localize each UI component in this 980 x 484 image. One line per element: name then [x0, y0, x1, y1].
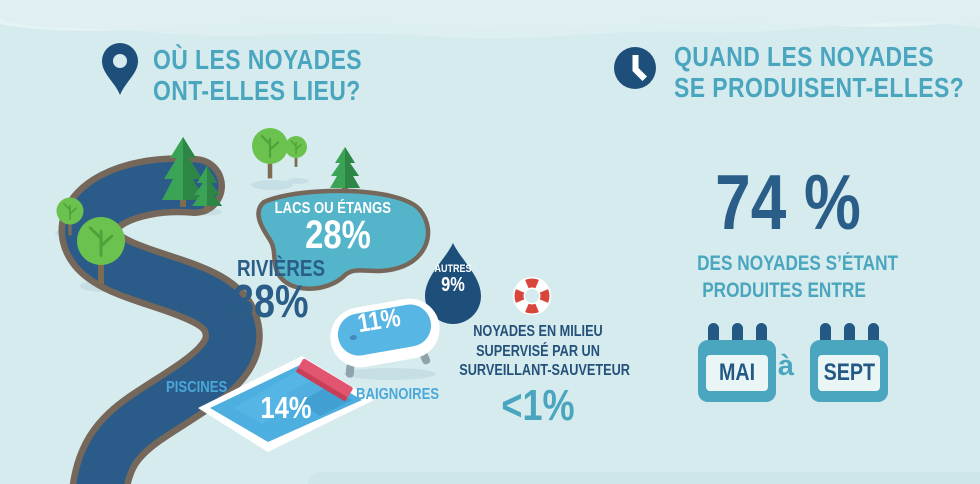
month-start-label: MAI: [718, 359, 756, 386]
stat-74-percent: 74 %: [715, 158, 861, 246]
pine-tree-icon: [192, 166, 222, 212]
lakes-label: LACS OU ÉTANGS: [274, 200, 391, 217]
lake-illustration: [256, 188, 431, 291]
title-line: SE PRODUISENT-ELLES?: [674, 72, 965, 103]
calendar-icon-may: [698, 323, 776, 402]
pine-tree-icon: [162, 137, 204, 207]
diving-board: [296, 358, 353, 401]
clock-icon: [614, 47, 656, 89]
supervised-label-line: SURVEILLANT-SAUVETEUR: [459, 362, 630, 379]
river-illustration: [58, 155, 263, 484]
supervised-label-line: SUPERVISÉ PAR UN: [476, 342, 600, 360]
round-tree-icon: [284, 135, 308, 168]
pool-illustration: [198, 356, 374, 452]
stat-caption-line2: PRODUITES ENTRE: [702, 279, 866, 302]
pine-tree-icon: [330, 147, 360, 194]
bathtubs-label: BAIGNOIRES: [356, 386, 440, 403]
location-pin-icon: [102, 43, 138, 95]
supervised-label-line: NOYADES EN MILIEU: [473, 323, 603, 340]
water-drop-icon: [425, 243, 481, 324]
bathtub-illustration: [330, 298, 440, 380]
title-line: QUAND LES NOYADES: [674, 41, 935, 72]
rivers-label: RIVIÈRES: [237, 255, 326, 281]
rivers-value: 38%: [233, 275, 309, 327]
month-connector: à: [777, 350, 795, 382]
pools-label: PISCINES: [166, 379, 228, 396]
bottom-card-edge: [308, 472, 980, 484]
lakes-value: 28%: [305, 213, 371, 257]
calendar-icon-sept: [810, 323, 888, 402]
pools-value: 14%: [260, 390, 312, 425]
pine-trees: [162, 137, 360, 212]
title-line: OÙ LES NOYADES: [153, 44, 363, 75]
stat-caption-line1: DES NOYADES S’ÉTANT: [697, 252, 899, 275]
month-end-label: SEPT: [823, 359, 875, 386]
life-ring-icon: [513, 277, 551, 315]
round-tree-icon: [250, 126, 290, 180]
section-title-when: QUAND LES NOYADES SE PRODUISENT-ELLES?: [674, 41, 964, 103]
supervised-value: <1%: [501, 381, 575, 430]
section-title-where: OÙ LES NOYADES ONT-ELLES LIEU?: [153, 44, 362, 106]
top-wave-decoration: [0, 0, 980, 39]
title-line: ONT-ELLES LIEU?: [153, 75, 361, 106]
supervised-label: NOYADES EN MILIEU SUPERVISÉ PAR UN SURVE…: [459, 322, 630, 381]
others-label: AUTRES: [434, 263, 472, 275]
others-value: 9%: [441, 274, 465, 296]
